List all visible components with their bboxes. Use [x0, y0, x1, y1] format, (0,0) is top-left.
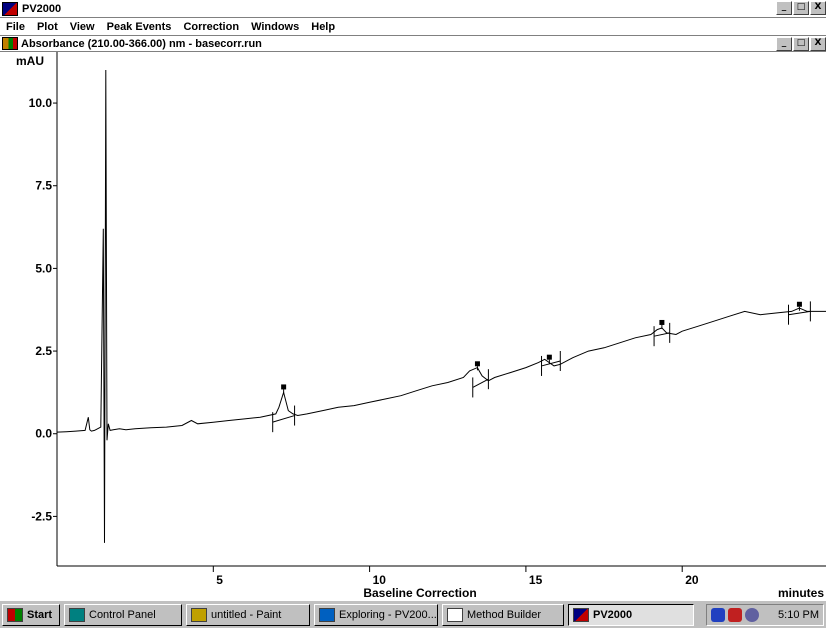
- y-tick-label: 0.0: [35, 427, 52, 441]
- explorer-icon: [319, 607, 335, 622]
- chart-axes: [56, 52, 826, 567]
- peak-baselines: [272, 301, 811, 433]
- baseline-segment: [272, 415, 295, 423]
- app-window-buttons: _ □ X: [776, 1, 826, 15]
- pv2000-icon: [573, 607, 589, 622]
- close-button[interactable]: X: [810, 1, 826, 15]
- menu-bar: File Plot View Peak Events Correction Wi…: [0, 18, 826, 35]
- menu-windows[interactable]: Windows: [251, 20, 300, 33]
- chart-title: Baseline Correction: [363, 586, 476, 600]
- x-axis-label: minutes: [778, 586, 824, 600]
- clock: 5:10 PM: [778, 608, 819, 621]
- taskbar: Start Control Panel untitled - Paint Exp…: [0, 600, 826, 628]
- method-builder-icon: [447, 607, 463, 622]
- taskbar-item-label: PV2000: [593, 608, 633, 621]
- document-title: Absorbance (210.00-366.00) nm - basecorr…: [21, 37, 262, 50]
- taskbar-item-paint[interactable]: untitled - Paint: [186, 603, 310, 626]
- y-axis-ticks: 10.0 7.5 5.0 2.5 0.0 -2.5: [29, 96, 57, 523]
- document-close-button[interactable]: X: [810, 37, 826, 51]
- document-window-buttons: _ □ X: [776, 37, 826, 51]
- document-minimize-button[interactable]: _: [776, 37, 792, 51]
- y-tick-label: 2.5: [35, 344, 52, 358]
- pv2000-app-icon[interactable]: [2, 1, 18, 16]
- y-axis-label: mAU: [16, 54, 44, 68]
- menu-plot[interactable]: Plot: [36, 20, 58, 33]
- x-tick-label: 20: [685, 573, 699, 587]
- menu-correction[interactable]: Correction: [183, 20, 240, 33]
- peak-marker: [546, 354, 552, 360]
- volume-icon[interactable]: [745, 607, 759, 622]
- taskbar-item-label: Exploring - PV200...: [339, 608, 437, 621]
- control-panel-icon: [69, 607, 85, 622]
- menu-view[interactable]: View: [69, 20, 95, 33]
- menu-help[interactable]: Help: [311, 20, 336, 33]
- document-restore-button[interactable]: □: [793, 37, 809, 51]
- start-label: Start: [27, 608, 53, 621]
- x-tick-label: 5: [216, 573, 223, 587]
- taskbar-item-exploring[interactable]: Exploring - PV200...: [314, 603, 438, 626]
- chromatogram-trace: [56, 69, 826, 543]
- y-tick-label: -2.5: [31, 509, 52, 523]
- baseline-segment: [788, 310, 811, 316]
- peak-marker: [281, 384, 287, 390]
- taskbar-item-pv2000[interactable]: PV2000: [568, 603, 694, 626]
- app-title-bar: PV2000 _ □ X: [0, 0, 826, 18]
- chromatogram-plot-area[interactable]: 10.0 7.5 5.0 2.5 0.0 -2.5 5 10 15 20 mAU Baselin…: [0, 52, 826, 600]
- menu-file[interactable]: File: [6, 20, 25, 33]
- app-title: PV2000: [22, 2, 62, 15]
- paint-icon: [191, 607, 207, 622]
- menu-peak-events[interactable]: Peak Events: [106, 20, 172, 33]
- start-button[interactable]: Start: [2, 603, 60, 626]
- peak-markers: [281, 301, 802, 394]
- x-tick-label: 15: [529, 573, 543, 587]
- document-title-bar: Absorbance (210.00-366.00) nm - basecorr…: [0, 35, 826, 52]
- minimize-button[interactable]: _: [776, 1, 792, 15]
- shield-icon[interactable]: [711, 607, 725, 622]
- taskbar-item-label: Method Builder: [467, 608, 541, 621]
- chromatogram-chart[interactable]: 10.0 7.5 5.0 2.5 0.0 -2.5 5 10 15 20 mAU Baselin…: [0, 52, 826, 600]
- windows-logo-icon: [7, 607, 23, 622]
- peak-marker: [474, 361, 480, 367]
- peak-marker: [659, 319, 665, 325]
- taskbar-item-control-panel[interactable]: Control Panel: [64, 603, 182, 626]
- taskbar-item-label: Control Panel: [89, 608, 156, 621]
- y-tick-label: 5.0: [35, 261, 52, 275]
- taskbar-item-method-builder[interactable]: Method Builder: [442, 603, 564, 626]
- x-tick-label: 10: [373, 573, 387, 587]
- restore-button[interactable]: □: [793, 1, 809, 15]
- document-icon[interactable]: [2, 37, 18, 50]
- baseline-segment: [472, 378, 489, 388]
- y-tick-label: 10.0: [29, 96, 53, 110]
- x-axis-ticks: 5 10 15 20: [212, 566, 699, 587]
- taskbar-item-label: untitled - Paint: [211, 608, 282, 621]
- network-icon[interactable]: [728, 607, 742, 622]
- system-tray: 5:10 PM: [706, 603, 824, 626]
- peak-marker: [796, 301, 802, 307]
- y-tick-label: 7.5: [35, 179, 52, 193]
